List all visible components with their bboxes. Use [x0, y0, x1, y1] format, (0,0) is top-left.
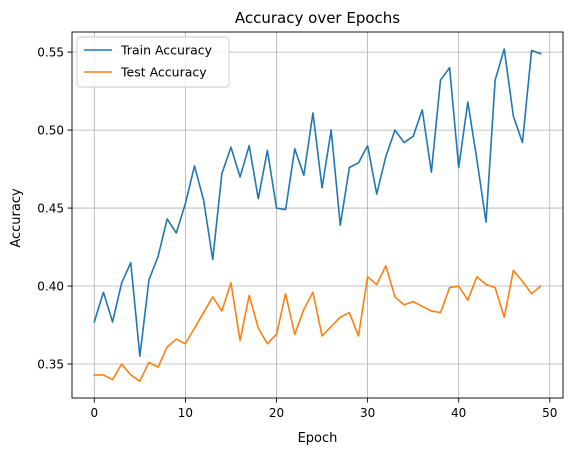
x-tick-label: 40 — [451, 406, 466, 420]
y-tick-label: 0.45 — [37, 201, 64, 215]
series-line-train-accuracy — [93, 48, 542, 358]
y-axis-label: Accuracy — [9, 188, 24, 248]
y-tick-label: 0.35 — [37, 357, 64, 371]
grid — [72, 32, 563, 398]
x-tick-label: 10 — [178, 406, 193, 420]
x-tick-label: 30 — [360, 406, 375, 420]
legend: Train Accuracy Test Accuracy — [76, 36, 230, 88]
x-axis: 0 10 20 30 40 50 — [90, 398, 557, 420]
legend-label-train-accuracy: Train Accuracy — [120, 43, 213, 58]
legend-label-test-accuracy: Test Accuracy — [120, 65, 207, 80]
y-tick-label: 0.40 — [37, 279, 64, 293]
x-tick-label: 0 — [90, 406, 98, 420]
y-tick-label: 0.50 — [37, 123, 64, 137]
x-axis-label: Epoch — [298, 431, 338, 446]
series-lines — [93, 48, 542, 382]
x-tick-label: 20 — [269, 406, 284, 420]
series-line-test-accuracy — [93, 264, 542, 382]
legend-box — [76, 36, 230, 88]
chart-title: Accuracy over Epochs — [235, 9, 400, 27]
plot-frame — [71, 31, 564, 399]
y-tick-label: 0.55 — [37, 45, 64, 59]
x-tick-label: 50 — [542, 406, 557, 420]
y-axis: 0.35 0.40 0.45 0.50 0.55 — [37, 45, 72, 371]
